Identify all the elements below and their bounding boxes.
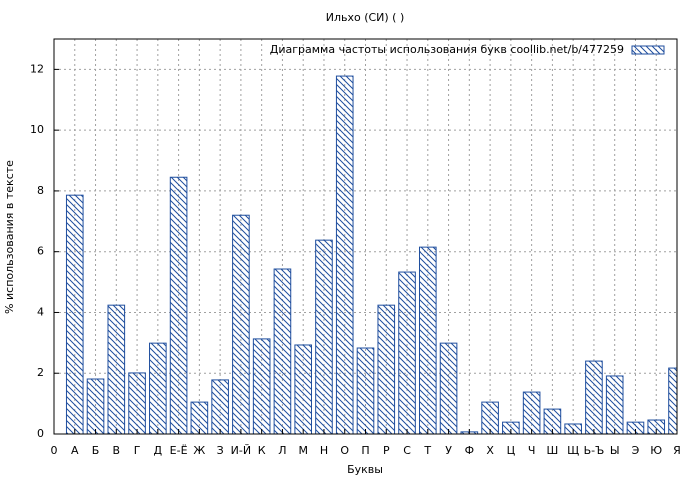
bar bbox=[522, 391, 541, 434]
x-tick-label: Ю bbox=[650, 444, 662, 457]
grid bbox=[54, 39, 677, 435]
bar bbox=[149, 342, 167, 434]
x-tick-label: С bbox=[403, 444, 411, 457]
x-tick-label: Щ bbox=[567, 444, 579, 457]
bar bbox=[543, 408, 562, 434]
bar bbox=[107, 304, 126, 434]
bar bbox=[65, 194, 84, 434]
bar bbox=[335, 75, 354, 434]
x-tick-label: У bbox=[445, 444, 452, 457]
bar bbox=[273, 268, 292, 434]
x-tick-label: Ц bbox=[507, 444, 516, 457]
bar bbox=[377, 304, 396, 434]
x-tick-label: Ь-Ъ bbox=[584, 444, 605, 457]
x-tick-label: О bbox=[340, 444, 349, 457]
y-tick-label: 6 bbox=[37, 245, 44, 258]
x-tick-label: Г bbox=[134, 444, 141, 457]
x-tick-label: Э bbox=[632, 444, 640, 457]
x-tick-label: Ш bbox=[547, 444, 559, 457]
x-tick-label: В bbox=[113, 444, 121, 457]
y-tick-label: 12 bbox=[30, 62, 44, 75]
x-tick-label: Х bbox=[486, 444, 494, 457]
x-tick-label: Р bbox=[383, 444, 390, 457]
bars bbox=[65, 75, 677, 434]
y-tick-label: 4 bbox=[37, 305, 44, 318]
x-tick-label: К bbox=[258, 444, 266, 457]
x-axis-label: Буквы bbox=[347, 463, 383, 476]
x-tick-label: Л bbox=[278, 444, 286, 457]
bar bbox=[190, 401, 209, 434]
bar bbox=[585, 360, 603, 434]
x-tick-label: Б bbox=[92, 444, 100, 457]
x-tick-label: И-Й bbox=[231, 444, 251, 457]
x-tick-label: П bbox=[361, 444, 369, 457]
y-tick-label: 2 bbox=[37, 366, 44, 379]
chart-title: Ильхо (СИ) ( ) bbox=[326, 11, 405, 24]
bar bbox=[169, 176, 188, 434]
x-tick-label: Н bbox=[320, 444, 328, 457]
bar bbox=[481, 401, 499, 434]
x-tick-label: Ч bbox=[528, 444, 536, 457]
y-tick-label: 10 bbox=[30, 123, 44, 136]
x-tick-label: Ж bbox=[193, 444, 205, 457]
bar bbox=[605, 375, 624, 434]
bar bbox=[128, 372, 146, 434]
bar bbox=[86, 378, 105, 434]
x-tick-label: Т bbox=[423, 444, 431, 457]
y-tick-label: 8 bbox=[37, 184, 44, 197]
x-tick-label: З bbox=[217, 444, 224, 457]
x-tick-label: Ы bbox=[610, 444, 620, 457]
bar bbox=[564, 423, 582, 434]
bar bbox=[294, 344, 313, 434]
y-tick-label: 0 bbox=[37, 427, 44, 440]
legend-swatch bbox=[631, 45, 665, 55]
legend-label: Диаграмма частоты использования букв coo… bbox=[270, 43, 624, 56]
bar bbox=[211, 379, 229, 434]
x-tick-label: Я bbox=[673, 444, 681, 457]
bar bbox=[398, 271, 416, 434]
bar bbox=[418, 246, 437, 434]
bar bbox=[252, 338, 271, 434]
bar bbox=[232, 214, 250, 434]
bar bbox=[668, 367, 677, 434]
x-tick-label: 0 bbox=[51, 444, 58, 457]
y-axis-label: % использования в тексте bbox=[3, 160, 16, 314]
x-tick-label: А bbox=[71, 444, 79, 457]
bar bbox=[439, 342, 458, 434]
bar bbox=[356, 347, 375, 434]
x-tick-label: М bbox=[298, 444, 308, 457]
x-tick-label: Ф bbox=[465, 444, 474, 457]
x-tick-label: Д bbox=[154, 444, 163, 457]
bar bbox=[315, 239, 333, 434]
x-tick-label: Е-Ё bbox=[170, 444, 188, 457]
